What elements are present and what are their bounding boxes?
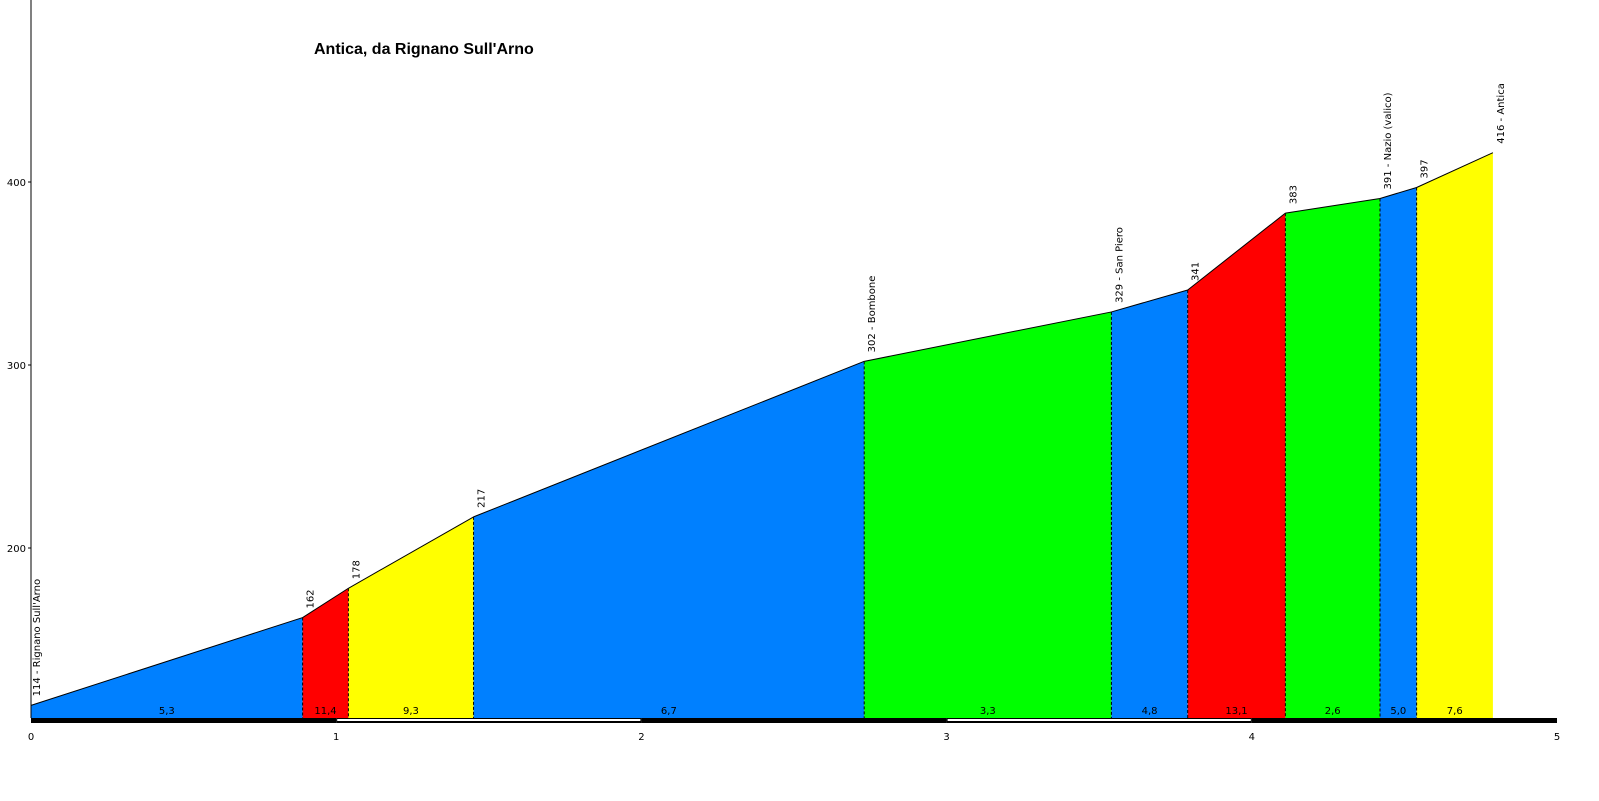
elevation-point-label: 178 <box>351 560 362 579</box>
distance-bar-block-inner <box>337 719 641 721</box>
profile-segment <box>1379 187 1417 719</box>
x-tick-label: 0 <box>28 732 34 743</box>
y-tick-label: 200 <box>7 544 26 555</box>
axes <box>30 0 1557 723</box>
gradient-label: 2,6 <box>1325 706 1341 717</box>
elevation-point-label: 162 <box>306 589 317 608</box>
gradient-labels: 5,3 11,4 9,3 6,7 3,3 4,8 13,1 2,6 5,0 7,6 <box>159 706 1463 717</box>
x-tick-label: 3 <box>943 732 949 743</box>
profile-outline <box>473 360 865 518</box>
profile-segment <box>864 311 1112 718</box>
gradient-label: 5,0 <box>1390 706 1406 717</box>
x-tick-label: 2 <box>638 732 644 743</box>
profile-outline <box>1187 212 1286 291</box>
elevation-point-label: 217 <box>477 489 488 508</box>
x-tick-label: 1 <box>333 732 339 743</box>
profile-segment <box>1285 198 1380 719</box>
elevation-point-label: 397 <box>1420 159 1431 178</box>
profile-outline <box>1416 152 1494 188</box>
y-axis-ticks: 200 300 400 <box>7 178 31 555</box>
elevation-point-label: 416 - Antica <box>1496 83 1507 144</box>
profile-segment <box>31 617 303 718</box>
y-tick-label: 400 <box>7 178 26 189</box>
y-tick-label: 300 <box>7 361 26 372</box>
gradient-label: 5,3 <box>159 706 175 717</box>
profile-outline <box>1285 197 1381 214</box>
distance-bar-block <box>31 718 337 723</box>
profile-segment <box>1416 152 1493 719</box>
gradient-label: 6,7 <box>661 706 677 717</box>
profile-outline <box>30 617 303 706</box>
elevation-point-label: 391 - Nazio (valico) <box>1383 92 1394 189</box>
profile-segment <box>1111 289 1188 718</box>
chart-title: Antica, da Rignano Sull'Arno <box>314 41 534 58</box>
elevation-point-label: 329 - San Piero <box>1114 227 1125 303</box>
profile-outline <box>1379 187 1417 199</box>
x-tick-label: 5 <box>1554 732 1560 743</box>
gradient-label: 13,1 <box>1225 706 1247 717</box>
profile-segment <box>473 361 865 718</box>
profile-outline <box>302 587 349 618</box>
profile-segment <box>1187 213 1286 719</box>
gradient-label: 4,8 <box>1142 706 1158 717</box>
profile-outline <box>1111 289 1188 313</box>
gradient-label: 9,3 <box>403 706 419 717</box>
distance-bar-block-inner <box>947 719 1251 721</box>
distance-bar-block <box>1251 718 1557 723</box>
profile-outline <box>864 311 1112 362</box>
profile-outline <box>348 516 474 589</box>
gradient-label: 3,3 <box>980 706 996 717</box>
x-axis-ticks: 0 1 2 3 4 5 <box>28 732 1560 743</box>
gradient-label: 7,6 <box>1447 706 1463 717</box>
x-axis-distance-bar <box>31 718 1557 723</box>
profile-segment <box>348 516 474 718</box>
elevation-point-label: 383 <box>1288 185 1299 204</box>
distance-bar-block <box>641 718 947 723</box>
elevation-point-label: 302 - Bombone <box>867 276 878 353</box>
profile-segments <box>30 152 1494 719</box>
elevation-point-label: 114 - Rignano Sull'Arno <box>32 579 43 696</box>
x-tick-label: 4 <box>1249 732 1255 743</box>
elevation-point-labels: 114 - Rignano Sull'Arno 162 178 217 302 - Bo… <box>32 83 1507 696</box>
gradient-label: 11,4 <box>314 706 336 717</box>
elevation-point-label: 341 <box>1191 262 1202 281</box>
profile-segment <box>302 588 349 718</box>
